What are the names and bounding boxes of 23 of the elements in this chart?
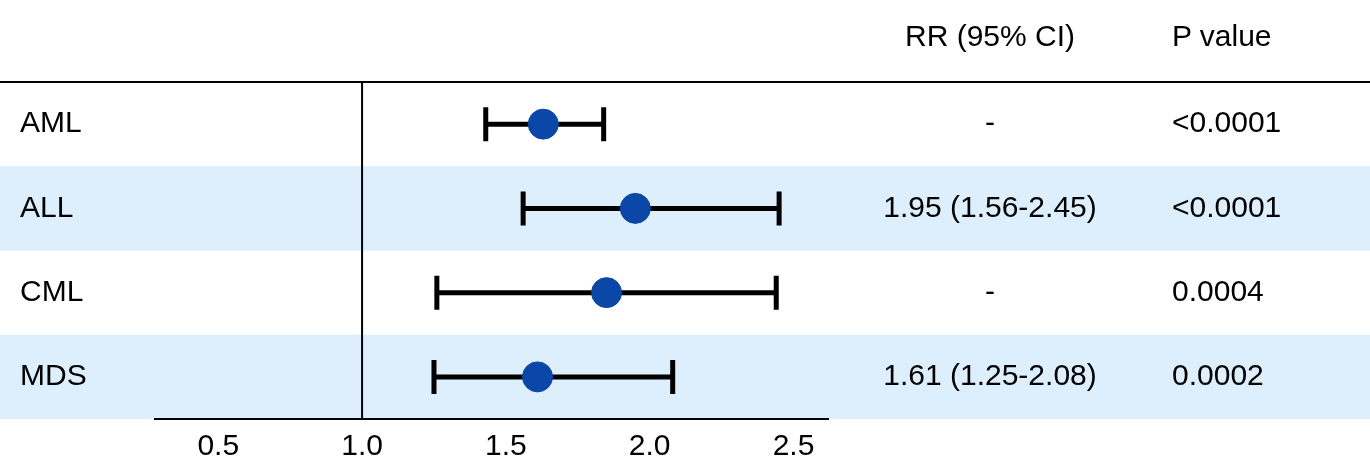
x-tick-label: 0.5 bbox=[197, 428, 240, 462]
text: 1.61 (1.25-2.08) bbox=[883, 358, 1097, 392]
text: <0.0001 bbox=[1172, 105, 1282, 139]
y-tick-label: MDS bbox=[20, 358, 87, 392]
x-tick-label: 1.5 bbox=[485, 428, 527, 462]
y-tick-label: ALL bbox=[20, 189, 74, 223]
text: 0.0004 bbox=[1172, 273, 1264, 307]
text: 1.95 (1.56-2.45) bbox=[883, 189, 1097, 223]
y-tick-label: CML bbox=[20, 273, 84, 307]
text: P value bbox=[1172, 19, 1272, 53]
x-tick-label: 1.0 bbox=[341, 428, 383, 462]
point bbox=[619, 192, 651, 224]
text: - bbox=[985, 273, 995, 307]
x-tick-label: 2.5 bbox=[772, 428, 815, 462]
x-tick-label: 2.0 bbox=[628, 428, 671, 462]
text: <0.0001 bbox=[1172, 189, 1282, 223]
point bbox=[591, 277, 623, 309]
text: RR (95% CI) bbox=[904, 19, 1076, 53]
text: - bbox=[985, 105, 995, 139]
y-tick-label: AML bbox=[20, 105, 82, 139]
point bbox=[527, 108, 559, 140]
text: 0.0002 bbox=[1172, 358, 1264, 392]
point bbox=[522, 361, 554, 393]
